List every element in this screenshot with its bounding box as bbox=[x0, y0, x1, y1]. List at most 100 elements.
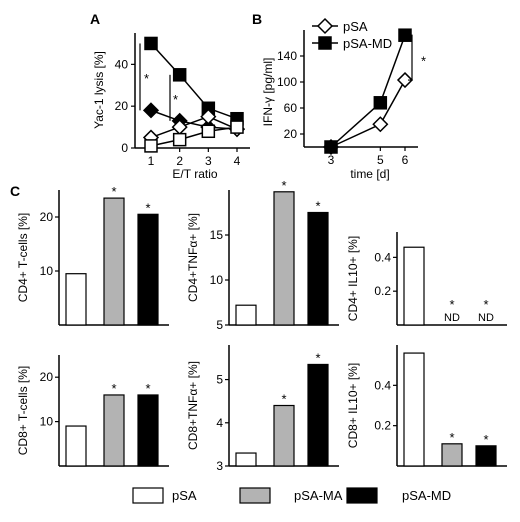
y-axis-title: CD4+ IL10+ [%] bbox=[346, 236, 360, 321]
bar bbox=[103, 197, 125, 326]
legend-label: pSA-MD bbox=[343, 36, 392, 51]
x-axis-title: E/T ratio bbox=[172, 167, 217, 181]
bar bbox=[65, 425, 87, 467]
significance-bracket bbox=[408, 34, 413, 81]
value-label: ND bbox=[444, 312, 460, 324]
legend-label: pSA-MA bbox=[294, 488, 343, 503]
data-point-4 bbox=[230, 120, 244, 134]
significance-mark: * bbox=[449, 430, 454, 445]
y-tick-label: 5 bbox=[216, 318, 223, 332]
y-axis-title: IFN-γ [pg/ml] bbox=[261, 58, 275, 127]
y-tick-label: 0.2 bbox=[374, 284, 391, 298]
y-tick-label: 60 bbox=[284, 101, 298, 115]
y-axis-title: CD8+TNFα+ [%] bbox=[186, 361, 200, 450]
data-point-2 bbox=[324, 140, 338, 154]
y-tick-label: 3 bbox=[216, 459, 223, 473]
x-tick-label: 3 bbox=[328, 153, 335, 167]
bar bbox=[65, 273, 87, 326]
y-tick-label: 140 bbox=[277, 49, 297, 63]
y-tick-label: 0.4 bbox=[374, 378, 391, 392]
y-tick-label: 40 bbox=[115, 57, 129, 71]
bar bbox=[103, 394, 125, 467]
panel-label-a: A bbox=[90, 11, 100, 27]
series-line-3 bbox=[150, 115, 238, 139]
panel-a-line-chart: 0 20 40 1 2 3 4 E/T ratio Yac-1 lysis [%] * * bbox=[92, 33, 250, 181]
significance-mark: * bbox=[145, 200, 150, 215]
bar-subplot-2: 5 10 15 CD4+TNFα+ [%] * * bbox=[186, 178, 339, 332]
y-axis-title: CD8+ T-cells [%] bbox=[16, 366, 30, 455]
series-line-4 bbox=[150, 126, 238, 147]
panel-label-b: B bbox=[252, 11, 262, 27]
y-tick-label: 10 bbox=[40, 415, 54, 429]
significance-mark: * bbox=[144, 71, 149, 86]
bar bbox=[307, 211, 329, 326]
panel-c-bar-charts: 10 20 CD4+ T-cells [%] * * 5 10 15 CD4+TNFα+ [%]… bbox=[16, 178, 507, 473]
significance-mark: * bbox=[145, 381, 150, 396]
x-tick-label: 6 bbox=[402, 153, 409, 167]
y-axis-title: Yac-1 lysis [%] bbox=[92, 51, 106, 129]
data-point-4 bbox=[172, 132, 187, 147]
y-tick-label: 0 bbox=[121, 141, 128, 155]
significance-mark: * bbox=[315, 199, 320, 214]
bar bbox=[403, 246, 425, 326]
series-line-1 bbox=[150, 42, 238, 120]
legend-swatch bbox=[132, 487, 164, 504]
legend-label: pSA-MD bbox=[402, 488, 451, 503]
legend-marker bbox=[318, 36, 332, 50]
data-point-1 bbox=[172, 68, 187, 82]
significance-mark: * bbox=[111, 381, 116, 396]
y-tick-label: 20 bbox=[40, 210, 54, 224]
significance-mark: * bbox=[281, 392, 286, 407]
y-tick-label: 10 bbox=[210, 273, 224, 287]
bar bbox=[235, 452, 257, 467]
bar bbox=[475, 445, 497, 467]
data-point-2 bbox=[142, 102, 160, 119]
data-point-2 bbox=[373, 96, 388, 110]
legend-marker bbox=[316, 17, 334, 35]
significance-mark: * bbox=[483, 432, 488, 447]
x-tick-label: 1 bbox=[148, 154, 155, 168]
data-point-4 bbox=[201, 124, 216, 139]
data-point-4 bbox=[144, 139, 158, 153]
panel-label-c: C bbox=[10, 183, 20, 199]
bar-subplot-4: 10 20 CD8+ T-cells [%] * * bbox=[16, 355, 169, 467]
x-tick-label: 5 bbox=[377, 153, 384, 167]
significance-mark: * bbox=[281, 178, 286, 193]
bar bbox=[273, 191, 295, 326]
bar bbox=[137, 213, 159, 326]
data-point-1 bbox=[144, 36, 158, 51]
y-tick-label: 20 bbox=[115, 99, 129, 113]
bar-subplot-1: 10 20 CD4+ T-cells [%] * * bbox=[16, 184, 169, 326]
x-tick-label: 3 bbox=[205, 154, 212, 168]
data-point-1 bbox=[372, 116, 389, 133]
y-tick-label: 20 bbox=[40, 370, 54, 384]
data-point-1 bbox=[396, 71, 414, 89]
legend-swatch bbox=[346, 487, 378, 504]
y-axis-title: CD8+ IL10+ [%] bbox=[346, 363, 360, 448]
bar bbox=[441, 443, 463, 467]
y-axis-title: CD4+ T-cells [%] bbox=[16, 213, 30, 302]
y-tick-label: 5 bbox=[216, 373, 223, 387]
y-tick-label: 0.2 bbox=[374, 419, 391, 433]
significance-mark: * bbox=[449, 297, 454, 312]
series-line-2 bbox=[150, 109, 238, 130]
y-tick-label: 15 bbox=[210, 228, 224, 242]
y-axis-title: CD4+TNFα+ [%] bbox=[186, 213, 200, 302]
y-tick-label: 10 bbox=[40, 264, 54, 278]
legend-label: pSA bbox=[343, 19, 368, 34]
significance-mark: * bbox=[315, 350, 320, 365]
panel-c-legend: pSA pSA-MA pSA-MD bbox=[132, 487, 451, 504]
x-tick-label: 2 bbox=[176, 154, 183, 168]
y-tick-label: 100 bbox=[277, 75, 297, 89]
bar bbox=[273, 404, 295, 467]
significance-mark: * bbox=[173, 92, 178, 107]
bar bbox=[137, 394, 159, 467]
bar-subplot-6: 0.2 0.4 CD8+ IL10+ [%] * * bbox=[346, 345, 507, 467]
significance-mark: * bbox=[421, 54, 426, 69]
bar bbox=[403, 352, 425, 467]
y-tick-label: 4 bbox=[216, 416, 223, 430]
panel-b-line-chart: 20 60 100 140 3 5 6 time [d] IFN-γ [pg/ml] pSA pSA… bbox=[261, 17, 426, 181]
significance-mark: * bbox=[111, 184, 116, 199]
